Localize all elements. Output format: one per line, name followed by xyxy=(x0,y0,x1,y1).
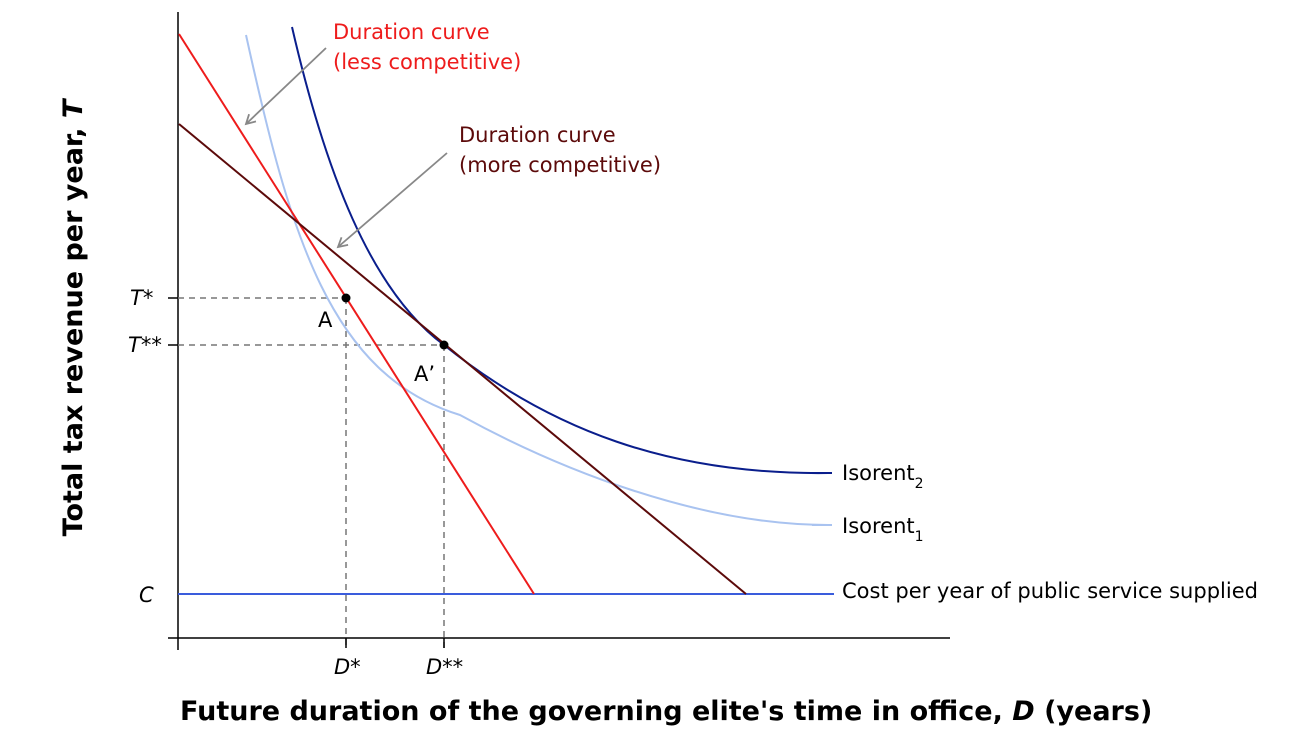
isorent-1-label: Isorent1 xyxy=(842,514,924,545)
duration-curve-more-line xyxy=(178,123,747,595)
isorent-1-curve xyxy=(245,34,829,526)
pointer-arrow-less xyxy=(244,47,327,126)
duration-curve-less-line xyxy=(178,33,535,595)
t-star-tick-label: T* xyxy=(130,286,153,310)
duration-less-label-line1: Duration curve xyxy=(333,20,490,44)
cost-label: Cost per year of public service supplied xyxy=(842,579,1258,603)
y-axis-title: Total tax revenue per year, T xyxy=(58,97,89,536)
c-tick-label: C xyxy=(139,583,154,607)
d-star-star-tick-label: D** xyxy=(426,655,463,679)
duration-more-label-line2: (more competitive) xyxy=(459,153,661,177)
isorent-2-curve xyxy=(291,26,829,475)
isorent-2-label: Isorent2 xyxy=(842,461,924,492)
duration-more-label-line1: Duration curve xyxy=(459,123,616,147)
x-axis-title: Future duration of the governing elite's… xyxy=(180,696,1152,727)
duration-less-label-line2: (less competitive) xyxy=(333,50,521,74)
t-star-star-tick-label: T** xyxy=(128,333,162,357)
point-a-label: A xyxy=(318,308,333,332)
pointer-arrow-more xyxy=(336,152,448,249)
point-a-dot xyxy=(341,293,351,303)
point-a-prime-dot xyxy=(439,340,449,350)
point-a-prime-label: A’ xyxy=(414,362,435,386)
d-star-tick-label: D* xyxy=(334,655,361,679)
